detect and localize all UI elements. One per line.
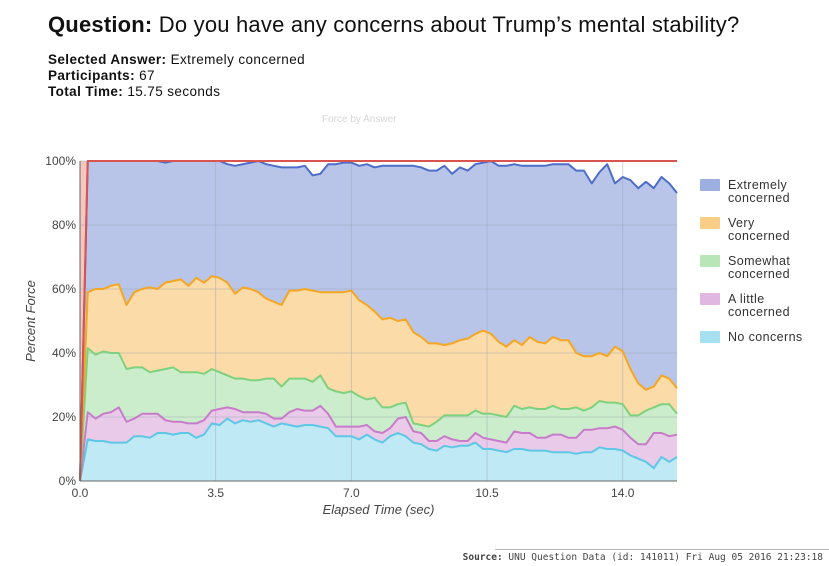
legend-label-somewhat-concerned: concerned xyxy=(728,267,790,281)
legend-label-very-concerned: concerned xyxy=(728,229,790,243)
selected-answer-label: Selected Answer: xyxy=(48,52,167,67)
selected-answer-line: Selected Answer: Extremely concerned xyxy=(48,52,305,67)
y-tick-label: 0% xyxy=(59,474,77,488)
x-tick-label: 0.0 xyxy=(72,486,89,500)
total-time-label: Total Time: xyxy=(48,84,124,99)
participants-label: Participants: xyxy=(48,68,135,83)
legend-label-extremely-concerned: concerned xyxy=(728,191,790,205)
line-somewhat-concerned xyxy=(79,347,678,482)
legend-label-extremely-concerned: Extremely xyxy=(728,178,788,192)
x-tick-label: 10.5 xyxy=(475,486,499,500)
y-tick-label: 100% xyxy=(45,154,76,168)
line-no-concerns xyxy=(79,417,678,482)
selected-answer-value: Extremely concerned xyxy=(170,52,306,67)
source-label: Source: xyxy=(462,552,503,563)
question-label: Question: xyxy=(48,12,153,37)
total-time-line: Total Time: 15.75 seconds xyxy=(48,84,220,99)
question-title: Question: Do you have any concerns about… xyxy=(48,12,739,38)
total-time-value: 15.75 seconds xyxy=(127,84,221,99)
legend-label-very-concerned: Very xyxy=(728,216,755,230)
legend-label-somewhat-concerned: Somewhat xyxy=(728,254,790,268)
y-tick-label: 60% xyxy=(52,282,76,296)
stacked-area-chart: 0% 20% 40% 60% 80% 100% 0.0 3.5 7.0 10.5 14.0 Elaps… xyxy=(23,154,803,517)
x-tick-label: 7.0 xyxy=(343,486,360,500)
y-tick-label: 40% xyxy=(52,346,76,360)
legend-label-a-little-concerned: concerned xyxy=(728,305,790,319)
y-axis-label: Percent Force xyxy=(23,280,38,362)
area-no-concerns xyxy=(80,418,677,481)
legend-swatch-no-concerns xyxy=(700,331,720,343)
area-a-little-concerned xyxy=(80,405,677,481)
area-very-concerned xyxy=(80,276,677,481)
legend-swatch-somewhat-concerned xyxy=(700,255,720,267)
x-tick-label: 14.0 xyxy=(611,486,635,500)
participants-line: Participants: 67 xyxy=(48,68,155,83)
area-extremely-concerned xyxy=(80,161,677,481)
source-line: Source: UNU Question Data (id: 141011) F… xyxy=(463,552,823,563)
line-very-concerned xyxy=(79,275,678,482)
legend-label-a-little-concerned: A little xyxy=(728,292,765,306)
source-text: UNU Question Data (id: 141011) Fri Aug 0… xyxy=(508,552,823,563)
legend-swatch-very-concerned xyxy=(700,217,720,229)
faded-chart-title: Force by Answer xyxy=(322,114,397,125)
legend-swatch-extremely-concerned xyxy=(700,179,720,191)
legend-label-no-concerns: No concerns xyxy=(728,330,803,344)
legend-swatch-a-little-concerned xyxy=(700,293,720,305)
question-text: Do you have any concerns about Trump’s m… xyxy=(158,12,740,37)
y-tick-label: 80% xyxy=(52,218,76,232)
area-somewhat-concerned xyxy=(80,348,677,481)
x-tick-label: 3.5 xyxy=(207,486,224,500)
x-axis-label: Elapsed Time (sec) xyxy=(323,502,435,517)
y-tick-label: 20% xyxy=(52,410,76,424)
line-a-little-concerned xyxy=(79,404,678,482)
source-divider xyxy=(495,549,829,550)
participants-value: 67 xyxy=(139,68,155,83)
line-other-start xyxy=(79,160,89,482)
